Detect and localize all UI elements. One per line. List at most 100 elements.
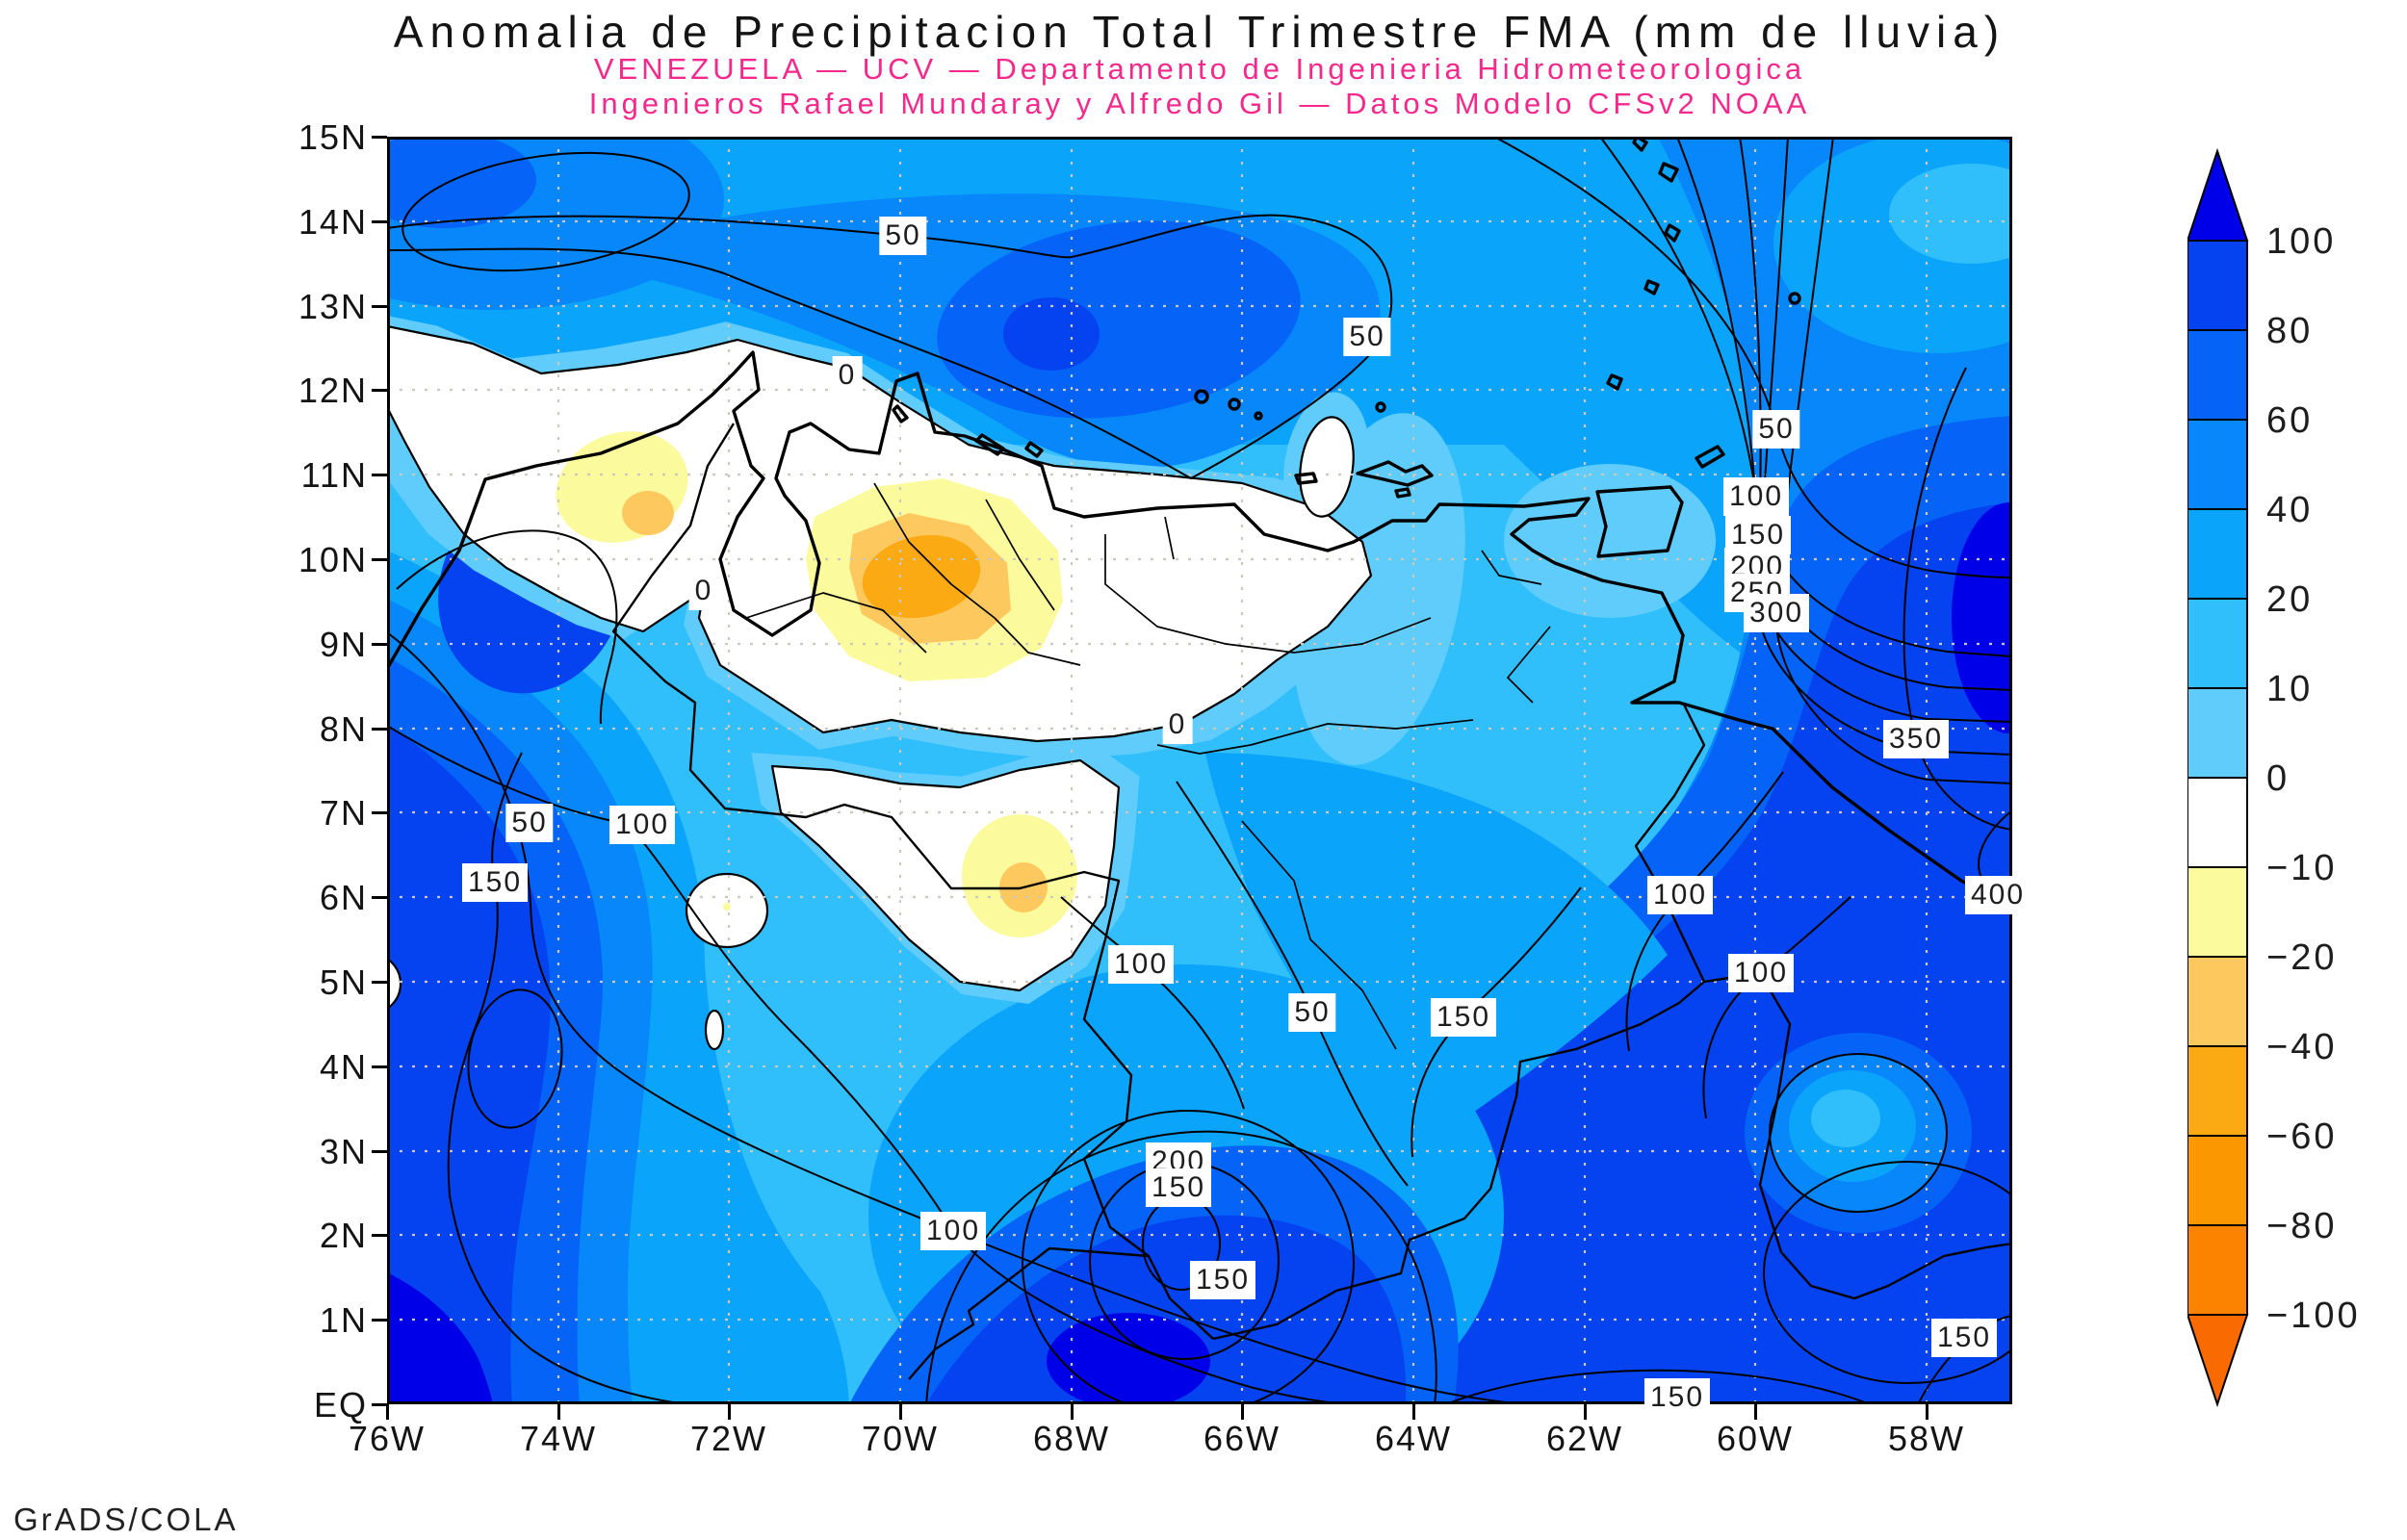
contour-map-canvas [387,137,2012,1404]
lat-tick-mark [372,728,387,731]
subtitle-line-1: VENEZUELA — UCV — Departamento de Ingeni… [593,52,1806,86]
contour-value-label: 100 [1646,876,1714,914]
contour-value-label: 100 [919,1212,987,1250]
contour-value-label: 50 [1752,410,1800,449]
lat-tick-label: 9N [319,625,368,664]
map-plot-area: 50 50 0 50 100 150 200 250 300 0 350 50 100 150 0 400 10… [387,137,2032,1417]
lon-tick-mark [1754,1404,1757,1420]
lat-tick-label: 4N [319,1047,368,1087]
colorbar-label: −100 [2266,1296,2361,1336]
colorbar-label: 0 [2266,758,2290,799]
lat-tick-mark [372,1150,387,1153]
colorbar-segment [2187,240,2248,331]
colorbar-arrow-top [2187,147,2249,242]
lon-tick-label: 74W [519,1419,598,1458]
lat-tick-mark [372,1403,387,1406]
colorbar-label: −80 [2266,1206,2337,1246]
colorbar-label: 20 [2266,579,2313,620]
lon-tick-mark [728,1404,731,1420]
lat-tick-label: 12N [298,371,368,410]
lon-tick-mark [1584,1404,1587,1420]
lon-tick-mark [557,1404,560,1420]
contour-value-label: 50 [879,217,927,255]
lat-tick-label: 1N [319,1300,368,1340]
lat-tick-mark [372,389,387,392]
lat-tick-label: 8N [319,709,368,749]
lat-tick-mark [372,136,387,139]
contour-value-label: 150 [1430,998,1497,1037]
colorbar-arrow-bottom [2187,1314,2249,1408]
contour-value-label: 150 [461,863,529,902]
colorbar-label: 40 [2266,490,2313,530]
colorbar-segment [2187,329,2248,421]
lat-tick-label: 2N [319,1216,368,1255]
grads-credit: GrADS/COLA [13,1502,239,1537]
contour-value-label: 50 [1288,993,1336,1032]
contour-value-label: 150 [1189,1261,1256,1299]
lon-tick-mark [1071,1404,1074,1420]
colorbar-label: 10 [2266,669,2313,709]
lat-tick-label: 5N [319,962,368,1002]
lat-tick-label: 15N [298,117,368,157]
lon-tick-mark [899,1404,902,1420]
contour-value-label: 0 [832,356,863,395]
lat-tick-label: EQ [313,1385,368,1424]
lon-tick-label: 68W [1032,1419,1111,1458]
lon-tick-mark [1926,1404,1928,1420]
lat-tick-mark [372,981,387,984]
lat-tick-mark [372,474,387,476]
page-title: Anomalia de Precipitacion Total Trimestr… [393,7,2006,57]
colorbar-label: 100 [2266,221,2336,262]
country-borders [611,423,2012,1380]
lon-tick-mark [1241,1404,1244,1420]
lat-tick-label: 10N [298,540,368,579]
contour-value-label: 50 [1343,318,1391,356]
colorbar-segment [2187,598,2248,689]
colorbar-segment [2187,687,2248,779]
lon-tick-mark [386,1404,389,1420]
lat-tick-label: 7N [319,793,368,833]
lat-tick-mark [372,220,387,223]
contour-value-label: 150 [1145,1168,1212,1207]
state-borders [745,482,1551,1050]
lat-tick-mark [372,558,387,561]
colorbar-segment [2187,1135,2248,1226]
lat-tick-mark [372,643,387,646]
lat-tick-mark [372,1234,387,1237]
contour-value-label: 100 [608,806,676,844]
lat-tick-label: 14N [298,202,368,242]
lat-tick-mark [372,896,387,899]
contour-value-label: 100 [1722,477,1790,516]
colorbar-segment [2187,777,2248,868]
colorbar-segment [2187,956,2248,1047]
colorbar-label: 60 [2266,400,2313,441]
colorbar-segment [2187,1045,2248,1137]
contour-value-label: 150 [1643,1378,1711,1417]
colorbar-label: −20 [2266,937,2337,978]
lon-tick-label: 66W [1203,1419,1281,1458]
lat-tick-label: 6N [319,878,368,917]
lon-tick-mark [1412,1404,1415,1420]
contour-value-label: 150 [1930,1319,1998,1357]
colorbar-segment [2187,508,2248,600]
lon-tick-label: 70W [861,1419,940,1458]
contour-value-label: 100 [1107,945,1175,984]
lat-tick-mark [372,1065,387,1068]
colorbar-label: −60 [2266,1116,2337,1157]
lon-tick-label: 64W [1374,1419,1453,1458]
lat-tick-mark [372,1319,387,1322]
contour-value-label: 100 [1727,954,1795,992]
subtitle-line-2: Ingenieros Rafael Mundaray y Alfredo Gil… [588,87,1811,120]
lon-tick-label: 60W [1716,1419,1795,1458]
colorbar-segment [2187,1224,2248,1316]
lon-tick-label: 58W [1887,1419,1966,1458]
lat-tick-label: 13N [298,287,368,326]
lat-tick-mark [372,811,387,814]
lat-tick-label: 3N [319,1132,368,1171]
lat-tick-mark [372,305,387,308]
colorbar-segment [2187,866,2248,958]
coastlines [387,137,2012,909]
lat-tick-label: 11N [300,455,368,495]
